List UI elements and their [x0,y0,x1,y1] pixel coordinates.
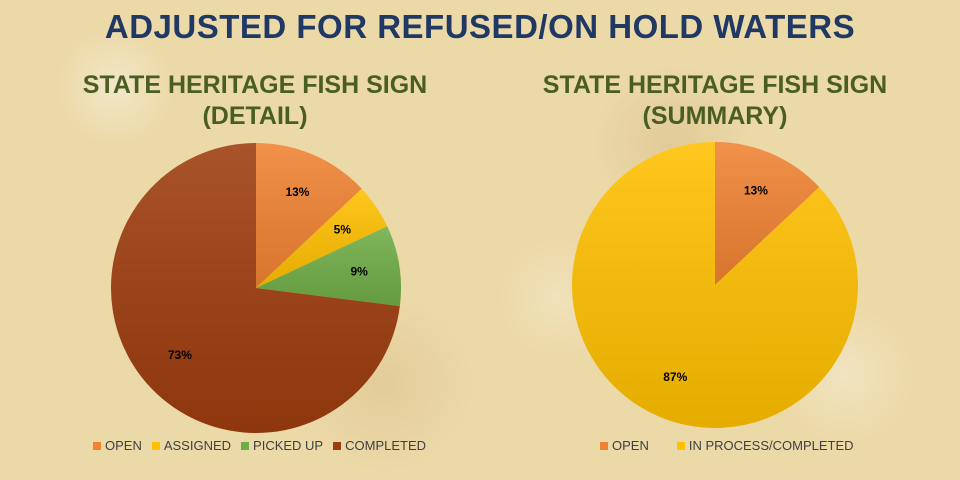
legend-label: ASSIGNED [163,438,232,453]
legend-swatch [676,441,685,450]
legend-swatch [333,441,342,450]
legend-label: COMPLETED [345,438,427,453]
pie-slice-shading [715,142,820,285]
legend-label: IN PROCESS/COMPLETED [688,438,854,453]
slice-value-label: 73% [168,348,192,362]
pie-slice-shading [572,142,859,429]
legend-swatch [151,441,160,450]
chart-title-line-2: (SUMMARY) [642,102,788,130]
pie-slice-shading [256,226,402,307]
chart-title-detail: STATE HERITAGE FISH SIGN (DETAIL) [45,70,465,132]
chart-title-summary: STATE HERITAGE FISH SIGN (SUMMARY) [505,70,925,132]
legend-label: OPEN [105,438,142,453]
pie-detail: 13% 5% 9% 73% [111,143,402,433]
chart-title-line-1: STATE HERITAGE FISH SIGN [82,71,428,99]
slice-value-label: 13% [285,185,309,199]
pie-slice-shading [111,143,400,433]
legend-label: OPEN [612,438,649,453]
page-title: ADJUSTED FOR REFUSED/ON HOLD WATERS [104,8,856,45]
pie-summary: 13% 87% [572,142,859,429]
legend-item: COMPLETED [333,438,426,453]
slice-value-label: 5% [334,222,352,236]
pie-slice-shading [256,143,362,288]
legend-item: OPEN [600,438,649,453]
chart-title-line-2: (DETAIL) [202,102,308,130]
legend-item: IN PROCESS/COMPLETED [676,438,854,453]
legend-label: PICKED UP [253,438,324,453]
legend-swatch [241,441,250,450]
legend-detail: OPEN ASSIGNED PICKED UP COMPLETED [93,438,436,453]
legend-item: OPEN [93,438,142,453]
legend-item: ASSIGNED [151,438,232,453]
legend-swatch [600,441,608,450]
legend-item: PICKED UP [241,438,323,453]
chart-title-line-1: STATE HERITAGE FISH SIGN [542,71,888,99]
slice-value-label: 9% [350,265,368,279]
pie-slice-shading [256,188,388,288]
slice-value-label: 87% [663,370,687,384]
slice-value-label: 13% [744,184,768,198]
legend-summary: OPEN IN PROCESS/COMPLETED [600,438,882,453]
legend-swatch [93,441,101,450]
